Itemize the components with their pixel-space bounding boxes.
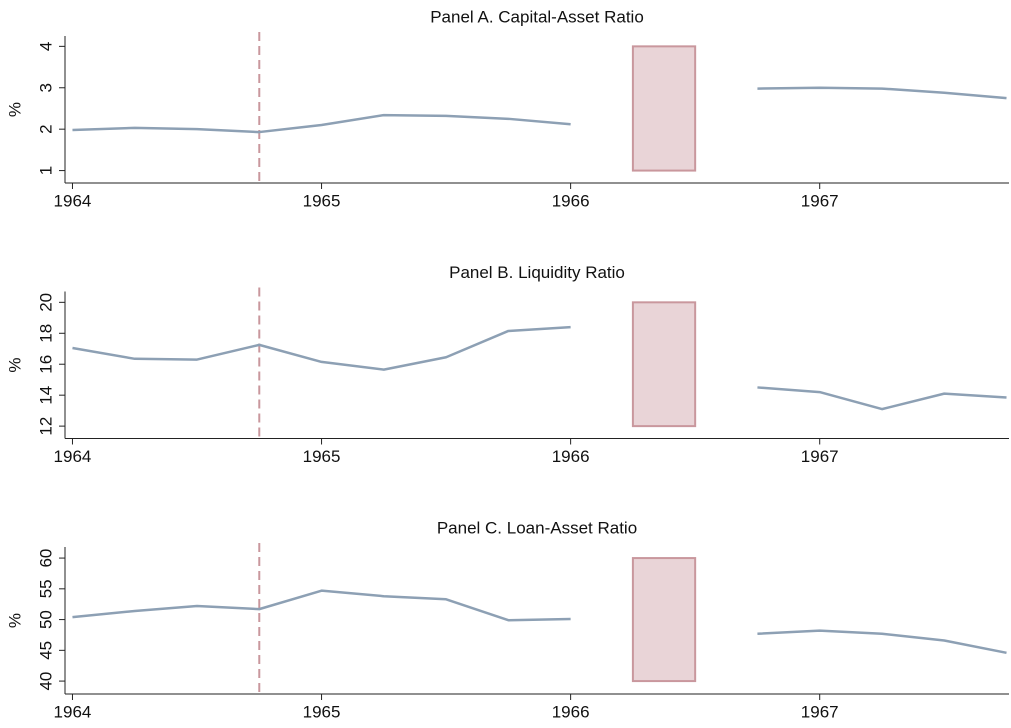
shaded-region [631,45,697,172]
y-axis-label: % [5,357,24,372]
x-tick-label: 1965 [303,447,341,466]
y-tick-label: 1 [36,166,55,175]
y-tick-label: 16 [36,355,55,374]
y-axis-label: % [5,102,24,117]
x-tick-label: 1967 [801,447,839,466]
x-tick-label: 1964 [54,702,92,721]
x-tick-label: 1965 [303,191,341,210]
y-tick-label: 14 [36,386,55,405]
shaded-region [631,557,697,683]
y-tick-label: 4 [36,42,55,51]
panel-title: Panel C. Loan-Asset Ratio [437,518,637,537]
x-tick-label: 1966 [552,702,590,721]
panel-title: Panel A. Capital-Asset Ratio [430,7,644,26]
x-tick-label: 1965 [303,702,341,721]
x-tick-label: 1967 [801,191,839,210]
shaded-region [631,301,697,428]
x-tick-label: 1967 [801,702,839,721]
x-tick-label: 1966 [552,447,590,466]
y-tick-label: 2 [36,124,55,133]
y-tick-label: 50 [36,610,55,629]
y-tick-label: 12 [36,417,55,436]
y-tick-label: 45 [36,641,55,660]
y-tick-label: 60 [36,549,55,568]
y-axis-label: % [5,613,24,628]
series-line [72,86,1007,134]
y-tick-label: 20 [36,293,55,312]
series-line [72,325,1007,411]
x-tick-label: 1964 [54,447,92,466]
y-tick-label: 18 [36,324,55,343]
panel-title: Panel B. Liquidity Ratio [449,263,625,282]
y-tick-label: 55 [36,579,55,598]
x-tick-label: 1966 [552,191,590,210]
y-tick-label: 3 [36,83,55,92]
series-line [72,589,1007,655]
x-tick-label: 1964 [54,191,92,210]
y-tick-label: 40 [36,672,55,691]
